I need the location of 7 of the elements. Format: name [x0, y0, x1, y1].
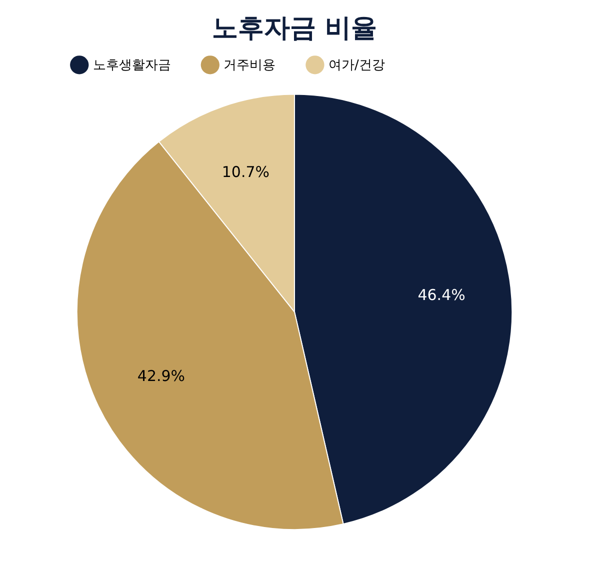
- legend-label: 여가/건강: [328, 58, 385, 73]
- data-label: 42.9%: [137, 367, 185, 386]
- legend-label: 노후생활자금: [92, 58, 171, 73]
- chart-title: 노후자금 비율: [212, 13, 378, 44]
- data-label: 10.7%: [222, 163, 270, 182]
- legend-label: 거주비용: [224, 58, 276, 73]
- data-label: 46.4%: [418, 286, 466, 304]
